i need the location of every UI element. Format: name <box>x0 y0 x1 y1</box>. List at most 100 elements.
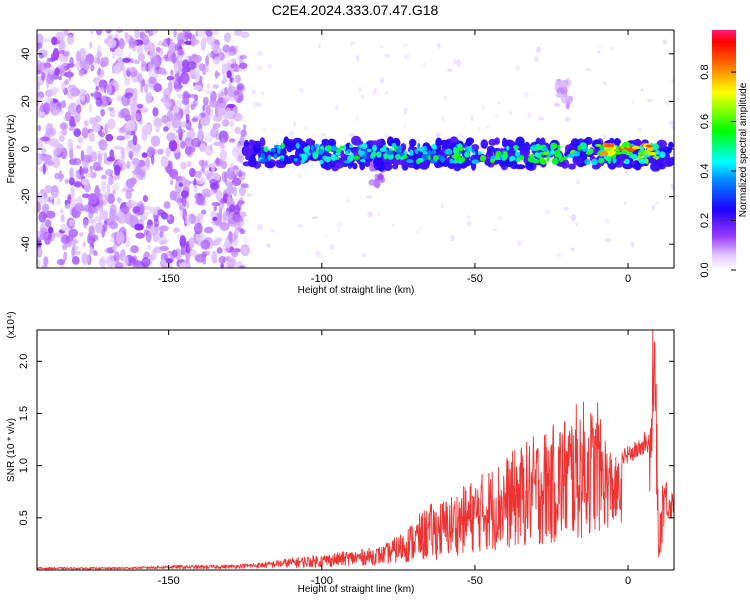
band-core-blob <box>655 150 660 155</box>
noise-blob <box>156 209 165 216</box>
faint-blob <box>419 226 422 232</box>
noise-blob <box>141 130 148 141</box>
band-core-blob <box>539 158 547 165</box>
band-blob <box>634 163 642 171</box>
band-core-blob <box>312 152 319 160</box>
band-core-blob <box>624 158 630 165</box>
noise-blob <box>226 103 236 109</box>
band-core-blob <box>343 160 351 164</box>
band-blob <box>442 139 453 150</box>
noise-blob <box>82 241 87 248</box>
noise-blob <box>147 244 152 250</box>
band-blob <box>383 162 393 171</box>
noise-blob <box>51 91 57 96</box>
faint-blob <box>360 94 365 100</box>
noise-blob <box>60 122 68 131</box>
noise-blob <box>105 30 112 34</box>
noise-blob <box>68 126 76 132</box>
noise-blob <box>236 171 246 178</box>
noise-blob <box>82 166 89 174</box>
noise-blob <box>87 218 96 224</box>
noise-blob <box>51 36 58 46</box>
noise-blob <box>143 229 149 236</box>
noise-blob <box>173 248 182 260</box>
noise-blob <box>37 138 44 149</box>
band-core-blob <box>472 152 476 156</box>
heatmap-x-tick-label: -50 <box>467 273 483 285</box>
noise-blob <box>64 178 69 185</box>
noise-blob <box>130 245 139 254</box>
band-core-blob <box>364 149 368 156</box>
noise-blob <box>203 159 209 169</box>
noise-blob <box>114 262 124 268</box>
noise-blob <box>197 128 203 141</box>
colorbar: 0.0 0.2 0.4 0.6 0.8 Normalized spectral ampl… <box>699 30 749 278</box>
noise-blob <box>150 55 159 69</box>
noise-blob <box>38 49 48 58</box>
band-core-blob <box>527 156 535 163</box>
snr-y-tick-label: 2.0 <box>18 354 30 369</box>
noise-blob <box>132 134 138 146</box>
noise-blob <box>215 190 223 202</box>
noise-blob <box>196 195 205 206</box>
band-core-blob <box>427 155 431 161</box>
noise-blob <box>205 55 210 67</box>
noise-blob <box>157 235 167 244</box>
faint-blob <box>358 86 363 92</box>
noise-blob <box>156 148 164 155</box>
noise-blob <box>197 234 207 239</box>
noise-blob <box>145 91 152 104</box>
band-core-blob <box>514 151 521 158</box>
band-core-blob <box>342 144 347 151</box>
band-blob <box>243 145 254 157</box>
hot-core-blob <box>621 149 628 153</box>
band-core-blob <box>376 151 382 158</box>
noise-blob <box>61 100 67 109</box>
hot-core-blob <box>622 141 631 147</box>
snr-frame <box>36 329 675 571</box>
noise-blob <box>153 210 158 216</box>
noise-blob <box>95 222 104 234</box>
band-core-blob <box>490 158 495 164</box>
faint-blob <box>564 206 569 211</box>
faint-blob <box>266 243 271 248</box>
noise-blob <box>75 50 82 62</box>
noise-blob <box>71 256 80 265</box>
band-core-blob <box>455 156 460 162</box>
noise-blob <box>209 182 220 190</box>
noise-blob <box>180 140 186 149</box>
snr-x-tick-label: -150 <box>158 575 180 587</box>
faint-blob <box>391 223 395 228</box>
faint-blob <box>345 198 351 204</box>
faint-blob <box>570 214 577 221</box>
noise-blob <box>198 212 204 226</box>
band-core-blob <box>506 145 510 151</box>
band-blob <box>663 160 674 167</box>
noise-blob <box>40 103 46 113</box>
faint-blob <box>293 120 296 128</box>
feature-blob <box>373 178 381 189</box>
noise-blob <box>200 239 211 250</box>
faint-blob <box>255 102 261 107</box>
noise-blob <box>165 147 172 157</box>
band-core-blob <box>416 158 420 164</box>
noise-blob <box>122 255 129 268</box>
faint-blob <box>467 214 471 219</box>
noise-blob <box>216 247 223 254</box>
noise-blob <box>118 156 124 165</box>
band-core-blob <box>334 157 340 160</box>
band-blob <box>571 138 580 147</box>
noise-blob <box>201 250 211 256</box>
noise-blob <box>228 138 236 143</box>
noise-blob <box>163 259 167 268</box>
noise-blob <box>196 177 204 185</box>
noise-blob <box>125 189 132 200</box>
band-core-blob <box>550 149 555 155</box>
band-core-blob <box>372 144 377 152</box>
faint-blob <box>670 183 674 190</box>
noise-blob <box>81 193 91 199</box>
band-core-blob <box>259 158 268 163</box>
faint-blob <box>470 115 474 122</box>
band-core-blob <box>444 149 449 155</box>
noise-blob <box>202 104 206 112</box>
